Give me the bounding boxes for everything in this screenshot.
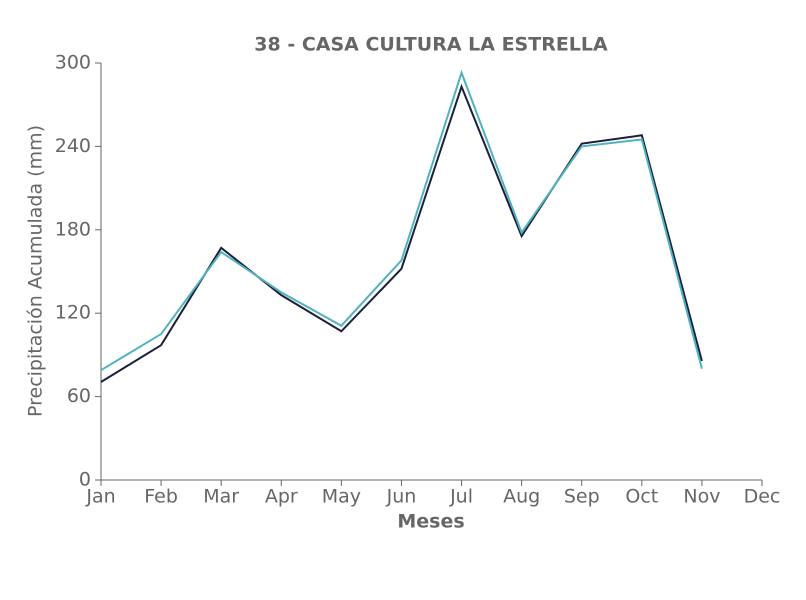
series-line	[100, 69, 703, 372]
x-tick-label: Jul	[449, 486, 473, 508]
x-tick-label: Apr	[265, 486, 298, 508]
x-tick-label: Oct	[625, 486, 658, 508]
x-tick-label: Feb	[144, 486, 178, 508]
x-axis-label: Meses	[397, 511, 464, 533]
y-tick-label: 300	[55, 52, 91, 74]
y-tick-label: 180	[55, 218, 91, 240]
x-tick-label: Dec	[744, 486, 781, 508]
y-tick-label: 60	[67, 385, 91, 407]
x-tick-label: Jun	[386, 486, 417, 508]
x-tick-label: Mar	[203, 486, 239, 508]
chart-title: 38 - CASA CULTURA LA ESTRELLA	[254, 34, 608, 56]
y-axis-label: Precipitación Acumulada (mm)	[25, 125, 47, 417]
x-tick-label: Nov	[683, 486, 720, 508]
x-tick-label: Aug	[503, 486, 540, 508]
y-tick-label: 120	[55, 302, 91, 324]
series-line	[100, 83, 703, 383]
y-tick-label: 0	[79, 469, 91, 491]
x-tick-label: May	[322, 486, 361, 508]
y-tick-label: 240	[55, 135, 91, 157]
x-tick-label: Sep	[564, 486, 600, 508]
x-tick-label: Jan	[85, 486, 115, 508]
